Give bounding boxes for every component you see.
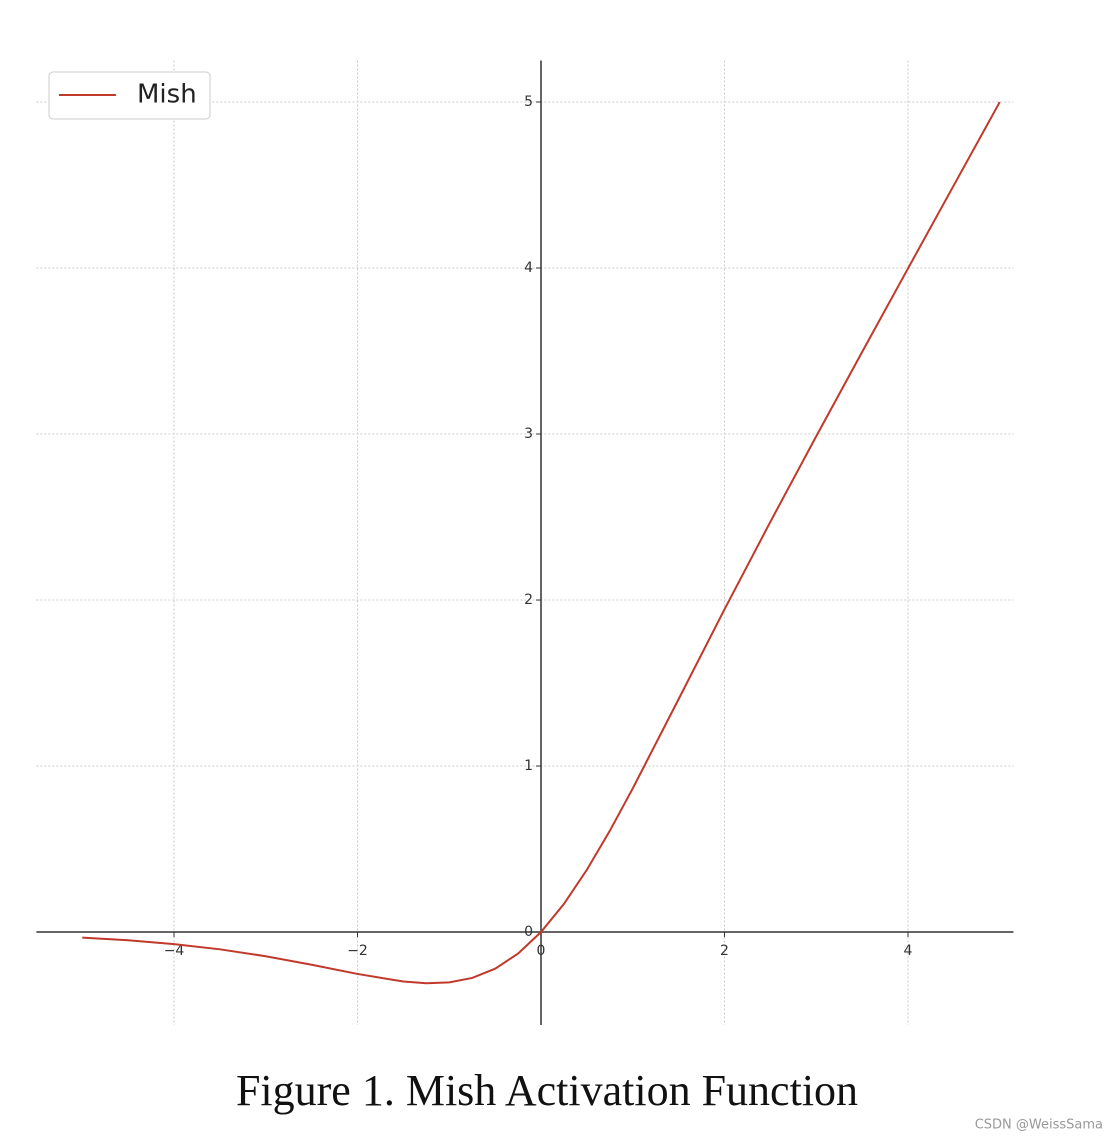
x-tick-label: −2 — [347, 943, 368, 959]
y-tick-label: 5 — [524, 94, 533, 110]
x-tick-label: −4 — [164, 943, 185, 959]
x-tick-label: 4 — [904, 943, 913, 959]
legend-label: Mish — [137, 80, 197, 110]
legend-box — [48, 71, 211, 120]
y-tick-label: 4 — [524, 260, 533, 276]
x-tick-label: 2 — [720, 943, 729, 959]
watermark: CSDN @WeissSama — [975, 1118, 1103, 1133]
y-tick-label: 1 — [524, 758, 533, 774]
y-tick-label: 3 — [524, 426, 533, 442]
line — [82, 101, 1001, 985]
y-tick-label: 2 — [524, 592, 533, 608]
y-tick-label: 0 — [524, 924, 533, 940]
caption: Figure 1. Mish Activation Function — [236, 1066, 858, 1115]
x-tick-label: 0 — [537, 943, 546, 959]
